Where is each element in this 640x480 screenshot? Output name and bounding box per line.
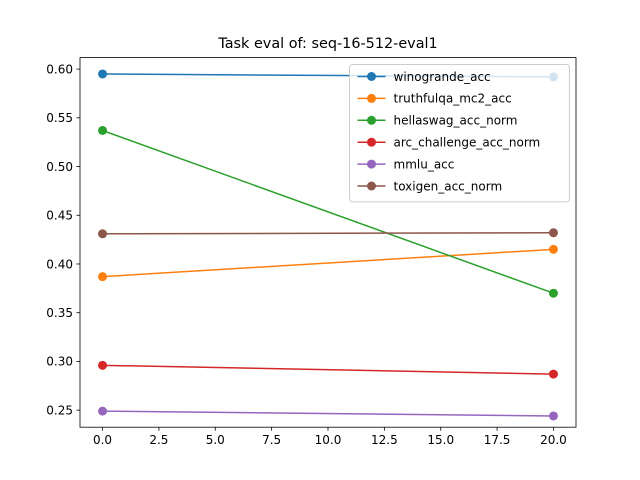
series-line (102, 364, 554, 375)
y-axis: 0.25 0.30 0.35 0.40 0.45 0.50 0.55 0.60 (46, 62, 80, 417)
data-point (548, 228, 558, 238)
legend-label: winogrande_acc (394, 70, 491, 84)
series-line (102, 410, 554, 417)
x-tick-label: 0.0 (93, 433, 112, 447)
legend-marker (367, 181, 376, 191)
x-tick-label: 10.0 (315, 433, 342, 447)
x-tick-label: 7.5 (262, 433, 281, 447)
x-tick-label: 12.5 (371, 433, 398, 447)
y-tick-label: 0.40 (46, 257, 73, 271)
legend-box (349, 64, 570, 203)
legend-label: hellaswag_acc_norm (394, 114, 518, 128)
y-tick-label: 0.30 (46, 355, 73, 369)
chart-title: Task eval of: seq-16-512-eval1 (217, 36, 437, 52)
data-point (98, 69, 108, 79)
data-point (98, 360, 108, 370)
data-point (98, 125, 108, 135)
legend-item: truthfulqa_mc2_acc (357, 92, 512, 106)
series-line (102, 248, 554, 278)
series-toxigen_acc_norm (98, 228, 558, 239)
legend-marker (367, 115, 376, 125)
legend-marker (367, 93, 376, 103)
data-point (98, 406, 108, 416)
legend-label: arc_challenge_acc_norm (394, 136, 541, 150)
x-tick-label: 15.0 (427, 433, 454, 447)
y-tick-label: 0.45 (46, 209, 73, 223)
x-tick-label: 20.0 (540, 433, 567, 447)
series-layer (98, 69, 558, 421)
legend-label: truthfulqa_mc2_acc (394, 92, 512, 106)
x-tick-label: 2.5 (149, 433, 168, 447)
x-tick-label: 5.0 (206, 433, 225, 447)
legend-label: mmlu_acc (394, 157, 455, 171)
series-line (102, 129, 554, 294)
y-tick-label: 0.55 (46, 111, 73, 125)
legend: winogrande_acc truthfulqa_mc2_acc hellaswa… (349, 64, 570, 203)
legend-label: toxigen_acc_norm (394, 179, 503, 193)
plot-area-frame (79, 57, 577, 428)
legend-item: toxigen_acc_norm (357, 179, 503, 193)
data-point (98, 229, 108, 239)
data-point (548, 411, 558, 421)
series-truthfulqa_mc2_acc (98, 244, 558, 282)
data-point (548, 244, 558, 254)
legend-item: winogrande_acc (357, 70, 491, 84)
series-mmlu_acc (98, 406, 558, 421)
legend-item: arc_challenge_acc_norm (357, 136, 541, 150)
legend-marker (367, 137, 376, 147)
legend-item: mmlu_acc (357, 157, 455, 171)
y-tick-label: 0.50 (46, 160, 73, 174)
x-tick-label: 17.5 (484, 433, 511, 447)
data-point (98, 272, 108, 282)
x-axis: 0.0 2.5 5.0 7.5 10.0 12.5 15.0 17.5 20.0 (93, 427, 567, 447)
y-tick-label: 0.25 (46, 403, 73, 417)
data-point (548, 369, 558, 379)
legend-marker (367, 159, 376, 169)
series-arc_challenge_acc_norm (98, 360, 558, 379)
series-hellaswag_acc_norm (98, 125, 558, 298)
y-tick-label: 0.35 (46, 306, 73, 320)
legend-marker (367, 72, 376, 81)
legend-item: hellaswag_acc_norm (357, 114, 518, 128)
y-tick-label: 0.60 (46, 62, 73, 76)
series-line (102, 232, 554, 235)
data-point (548, 288, 558, 298)
